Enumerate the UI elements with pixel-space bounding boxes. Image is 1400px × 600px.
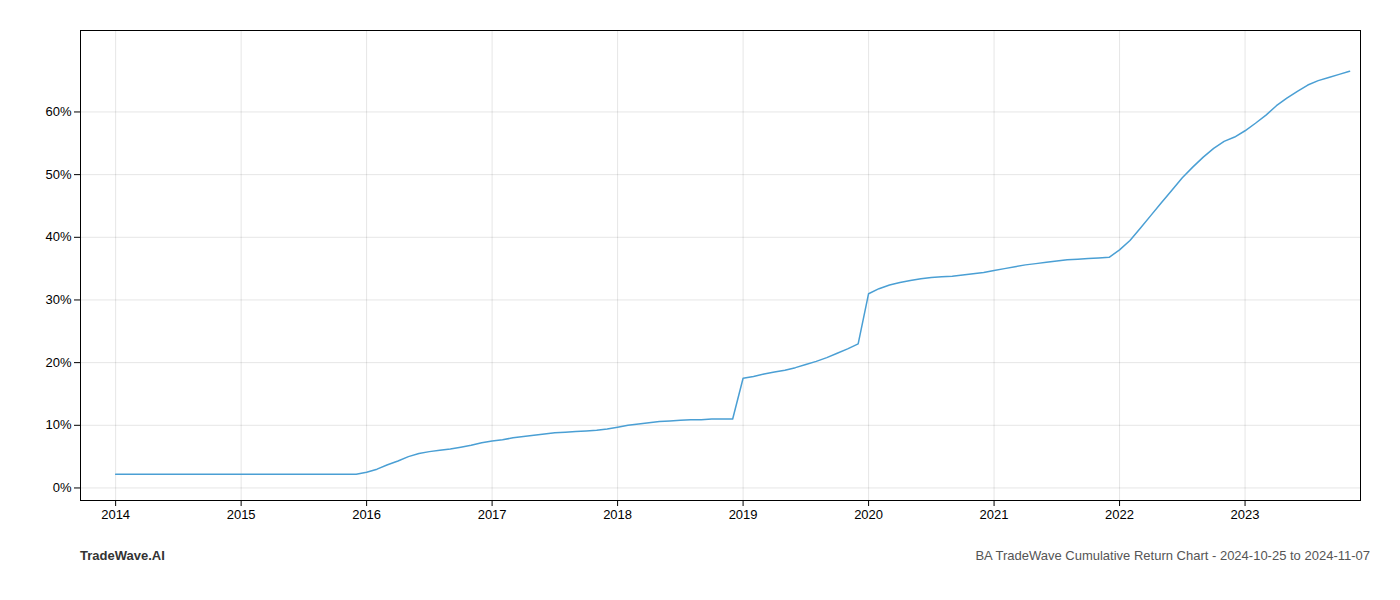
svg-text:2023: 2023 bbox=[1231, 507, 1260, 522]
svg-text:2020: 2020 bbox=[854, 507, 883, 522]
svg-text:2015: 2015 bbox=[227, 507, 256, 522]
svg-text:10%: 10% bbox=[45, 417, 71, 432]
svg-text:60%: 60% bbox=[45, 104, 71, 119]
svg-text:40%: 40% bbox=[45, 229, 71, 244]
html-text:BA TradeWave Cumulative Return: BA TradeWave Cumulative Return Chart - 2… bbox=[975, 548, 1370, 563]
svg-text:2017: 2017 bbox=[478, 507, 507, 522]
svg-text:30%: 30% bbox=[45, 292, 71, 307]
svg-text:2016: 2016 bbox=[352, 507, 381, 522]
svg-text:2019: 2019 bbox=[729, 507, 758, 522]
svg-text:2022: 2022 bbox=[1105, 507, 1134, 522]
svg-text:20%: 20% bbox=[45, 355, 71, 370]
svg-text:50%: 50% bbox=[45, 167, 71, 182]
svg-text:2014: 2014 bbox=[101, 507, 130, 522]
svg-text:2018: 2018 bbox=[603, 507, 632, 522]
svg-text:2021: 2021 bbox=[980, 507, 1009, 522]
html-text:TradeWave.AI: TradeWave.AI bbox=[80, 548, 165, 563]
svg-text:0%: 0% bbox=[53, 480, 72, 495]
